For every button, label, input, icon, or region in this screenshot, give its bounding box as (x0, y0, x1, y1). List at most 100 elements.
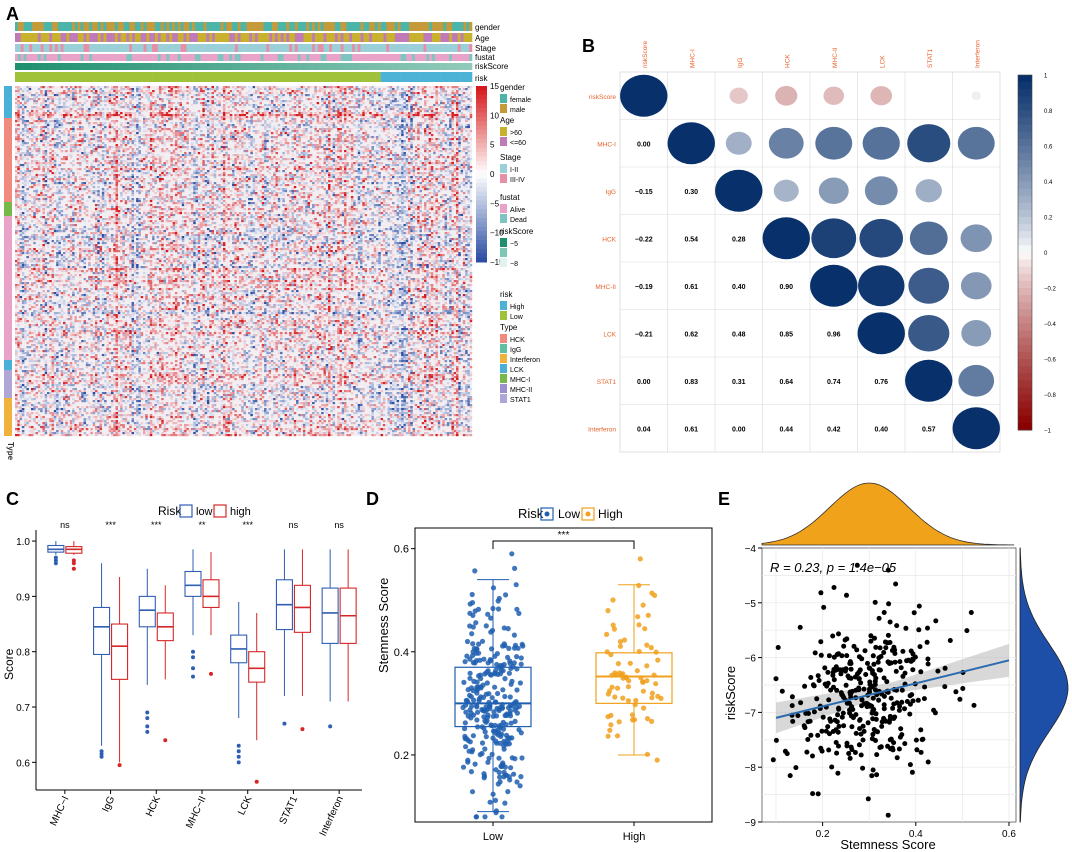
annotation-cell (57, 22, 61, 31)
heatmap-cell (449, 124, 452, 127)
heatmap-cell (227, 126, 230, 129)
heatmap-cell (170, 122, 173, 125)
heatmap-cell (67, 154, 71, 157)
heatmap-cell (92, 150, 96, 153)
heatmap-cell (284, 126, 288, 129)
annotation-cell (97, 33, 101, 42)
heatmap-cell (37, 138, 41, 141)
heatmap-cell (104, 138, 107, 141)
heatmap-cell (147, 160, 151, 163)
heatmap-cell (117, 134, 121, 137)
heatmap-cell (408, 116, 411, 119)
heatmap-cell (222, 130, 226, 133)
heatmap-cell (328, 152, 331, 155)
heatmap-cell (211, 102, 214, 105)
heatmap-cell (366, 110, 370, 113)
heatmap-cell (305, 98, 308, 101)
heatmap-cell (437, 142, 441, 145)
heatmap-cell (426, 142, 429, 145)
annotation-cell (180, 63, 184, 70)
heatmap-cell (110, 114, 114, 117)
heatmap-cell (378, 90, 381, 93)
heatmap-cell (104, 98, 107, 101)
annotation-cell (397, 44, 401, 52)
annotation-cell (314, 44, 319, 52)
heatmap-cell (430, 92, 434, 95)
heatmap-cell (417, 130, 420, 133)
heatmap-cell (152, 110, 155, 113)
heatmap-cell (108, 146, 112, 149)
annotation-cell (132, 44, 136, 52)
annotation-cell (112, 44, 116, 52)
heatmap-cell (387, 86, 390, 89)
heatmap-cell (88, 108, 91, 111)
heatmap-cell (371, 142, 374, 145)
heatmap-cell (469, 110, 473, 113)
heatmap-cell (273, 98, 276, 101)
annotation-cell (157, 63, 161, 70)
heatmap-cell (129, 152, 132, 155)
heatmap-cell (334, 140, 338, 143)
annotation-cell (154, 72, 159, 82)
heatmap-cell (131, 140, 135, 143)
heatmap-cell (250, 110, 253, 113)
heatmap-cell (325, 110, 329, 113)
heatmap-cell (60, 118, 64, 121)
heatmap-cell (339, 102, 342, 105)
annotation-cell (212, 54, 216, 61)
heatmap-cell (462, 146, 466, 149)
heatmap-cell (225, 134, 228, 137)
heatmap-cell (339, 88, 342, 91)
heatmap-cell (392, 108, 395, 111)
annotation-cell (209, 33, 213, 42)
heatmap-cell (117, 104, 121, 107)
heatmap-cell (460, 150, 464, 153)
heatmap-cell (270, 136, 274, 139)
annotation-cell (109, 22, 113, 31)
annotation-cell (437, 54, 441, 61)
heatmap-cell (188, 154, 192, 157)
heatmap-cell (161, 122, 164, 125)
annotation-cell (426, 22, 430, 31)
heatmap-cell (334, 110, 338, 113)
heatmap-cell (145, 106, 148, 109)
heatmap-cell (275, 114, 278, 117)
heatmap-cell (74, 136, 77, 139)
heatmap-cell (426, 100, 429, 103)
heatmap-cell (17, 134, 20, 137)
heatmap-cell (291, 116, 294, 119)
heatmap-cell (300, 116, 304, 119)
heatmap-cell (161, 86, 164, 89)
heatmap-cell (394, 126, 397, 129)
heatmap-cell (357, 134, 361, 137)
heatmap-cell (179, 98, 183, 101)
heatmap-cell (74, 142, 77, 145)
heatmap-cell (65, 146, 68, 149)
heatmap-cell (437, 144, 441, 147)
heatmap-cell (229, 148, 233, 151)
heatmap-cell (188, 92, 192, 95)
heatmap-cell (44, 106, 48, 109)
heatmap-cell (323, 110, 326, 113)
heatmap-cell (252, 92, 256, 95)
heatmap-cell (245, 118, 249, 121)
heatmap-cell (124, 122, 128, 125)
heatmap-cell (334, 114, 338, 117)
annotation-cell (286, 63, 290, 70)
heatmap-cell (108, 96, 112, 99)
heatmap-cell (195, 134, 199, 137)
heatmap-cell (334, 116, 338, 119)
heatmap-cell (460, 90, 464, 93)
annotation-cell (32, 44, 36, 52)
heatmap-cell (268, 104, 272, 107)
heatmap-cell (282, 114, 285, 117)
heatmap-cell (17, 110, 20, 113)
annotation-cell (252, 44, 256, 52)
heatmap-cell (426, 126, 429, 129)
heatmap-cell (369, 88, 372, 91)
heatmap-cell (220, 88, 224, 91)
heatmap-cell (330, 110, 333, 113)
heatmap-cell (200, 126, 203, 129)
heatmap-cell (380, 146, 384, 149)
heatmap-cell (122, 126, 125, 129)
